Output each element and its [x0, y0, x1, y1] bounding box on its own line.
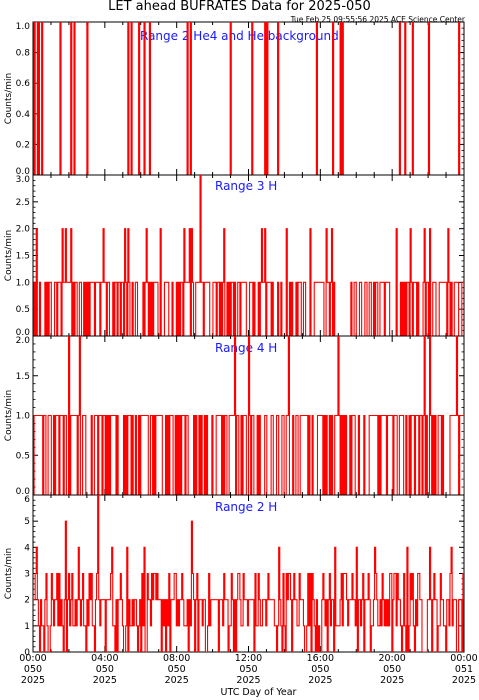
y-tick-label: 1.0 — [16, 412, 31, 422]
x-tick-label: 20:00 — [378, 653, 405, 664]
timestamp: Tue Feb 25 09:55:56 2025 ACE Science Cen… — [290, 15, 465, 24]
x-tick-label: 2025 — [165, 675, 189, 686]
y-tick-label: 0.0 — [16, 167, 31, 177]
x-tick-label: 2025 — [21, 675, 45, 686]
x-tick-label: 050 — [383, 664, 401, 675]
y-axis-label: Counts/min — [4, 73, 14, 124]
x-tick-label: 00:00 — [450, 653, 477, 664]
x-tick-label: 12:00 — [235, 653, 262, 664]
y-tick-label: 0.5 — [16, 305, 30, 315]
x-tick-label: 04:00 — [91, 653, 118, 664]
y-axis-label: Counts/min — [4, 548, 14, 599]
panel-frame — [32, 174, 465, 337]
range-label: Range 2 He4 and He background — [140, 29, 339, 43]
y-axis-label: Counts/min — [4, 390, 14, 441]
series-line — [33, 175, 464, 336]
x-axis-label: UTC Day of Year — [221, 687, 297, 698]
y-tick-label: 0 — [24, 648, 30, 658]
y-tick-label: 0.6 — [16, 79, 31, 89]
x-tick-label: 2025 — [452, 675, 476, 686]
x-tick-label: 16:00 — [307, 653, 334, 664]
y-tick-label: 0.2 — [16, 140, 30, 150]
y-tick-label: 0.8 — [16, 49, 31, 59]
x-tick-label: 2025 — [308, 675, 332, 686]
panel-3: 0.0 0.5 1.0 1.5 2.0 Counts/min Range 4 H — [4, 335, 465, 497]
range-label: Range 3 H — [215, 179, 277, 193]
x-tick-label: 2025 — [236, 675, 260, 686]
y-tick-label: 5 — [24, 517, 30, 527]
y-tick-label: 1.0 — [16, 22, 31, 32]
y-tick-label: 0.4 — [16, 110, 31, 120]
y-tick-label: 0.5 — [16, 451, 30, 461]
x-tick-label: 050 — [239, 664, 257, 675]
range-label: Range 4 H — [215, 341, 277, 355]
series-line — [33, 495, 464, 652]
y-tick-label: 1 — [24, 622, 30, 632]
x-tick-label: 050 — [96, 664, 114, 675]
y-tick-label: 2.0 — [16, 336, 31, 346]
x-tick-label: 050 — [311, 664, 329, 675]
x-tick-label: 08:00 — [163, 653, 190, 664]
y-tick-label: 4 — [24, 543, 30, 553]
x-tick-label: 00:00 — [19, 653, 46, 664]
x-tick-label: 2025 — [380, 675, 404, 686]
x-tick-label: 050 — [168, 664, 186, 675]
y-tick-label: 1.5 — [16, 252, 30, 262]
page-title: LET ahead BUFRATES Data for 2025-050 — [108, 0, 371, 14]
y-tick-label: 3 — [24, 570, 30, 580]
panel-4: 0 1 2 3 4 5 6 Counts/min Range 2 H — [4, 494, 465, 658]
y-tick-label: 0.0 — [16, 487, 31, 497]
y-tick-label: 1.0 — [16, 278, 31, 288]
x-tick-label: 050 — [24, 664, 42, 675]
series-line — [33, 22, 464, 175]
panel-1: 0.0 0.2 0.4 0.6 0.8 1.0 Counts/min Range 2 He4 … — [4, 21, 465, 177]
range-label: Range 2 H — [215, 500, 277, 514]
panel-2: 0.0 0.5 1.0 1.5 2.0 2.5 3.0 Counts/min Range 3 H — [4, 174, 465, 338]
y-tick-label: 6 — [24, 495, 30, 505]
y-tick-label: 3.0 — [16, 175, 31, 185]
y-tick-label: 2.0 — [16, 225, 31, 235]
y-tick-label: 1.5 — [16, 372, 30, 382]
x-tick-label: 2025 — [93, 675, 117, 686]
x-tick-label: 051 — [455, 664, 473, 675]
y-tick-label: 2 — [24, 596, 30, 606]
y-tick-label: 2.5 — [16, 198, 30, 208]
y-tick-label: 0.0 — [16, 328, 31, 338]
series-line — [33, 336, 464, 495]
y-axis-label: Counts/min — [4, 230, 14, 281]
